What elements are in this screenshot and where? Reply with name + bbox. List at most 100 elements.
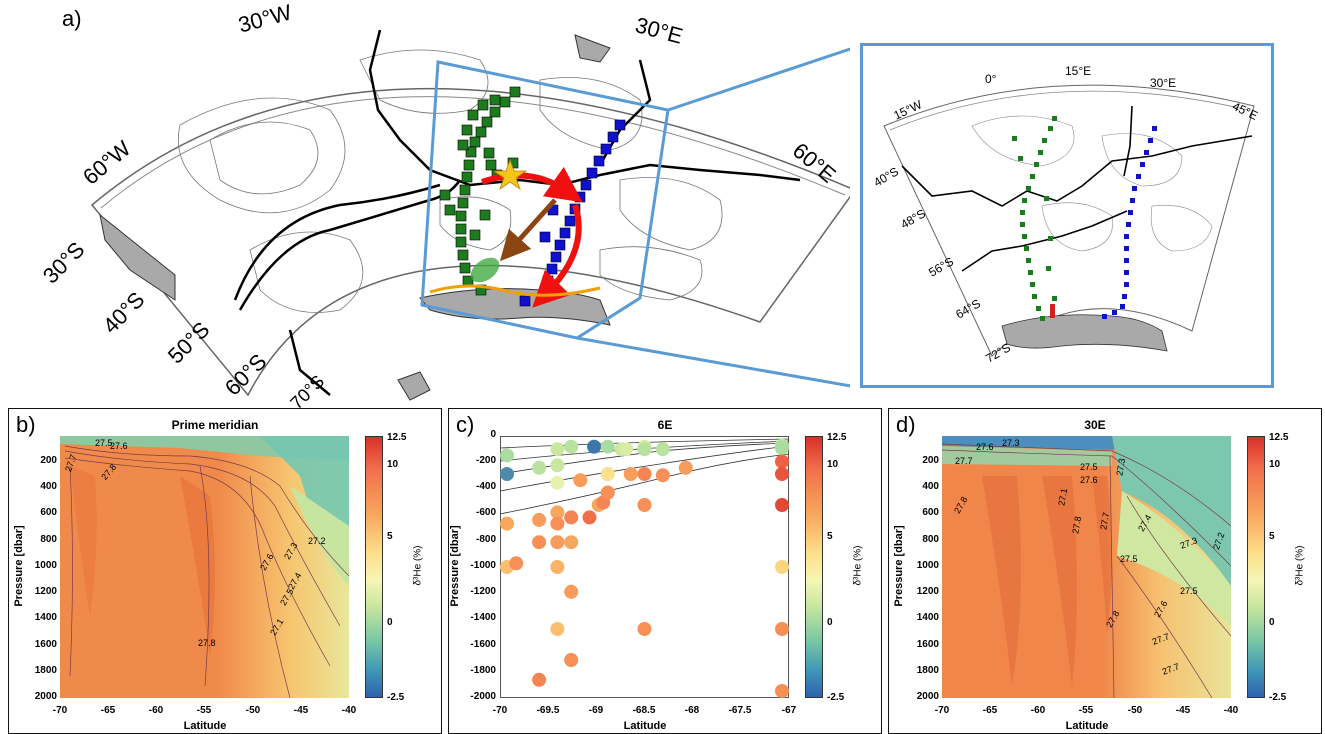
panel-c-ytick: -600 [475,507,496,518]
scatter-point [532,512,547,527]
panel-b-ytick: 1800 [34,665,57,676]
panel-c-ytick: -400 [475,481,496,492]
scatter-point [600,439,615,454]
panel-d-cbar-tick: -2.5 [1269,692,1287,703]
scatter-point [600,485,615,500]
panel-d-ytick: 1600 [916,639,939,650]
scatter-point [600,467,615,481]
panel-b-ytick: 800 [40,534,57,545]
panel-c-ytick: -200 [475,455,496,466]
scatter-point [775,441,789,455]
scatter-point [637,622,652,636]
panel-b-xtick: -55 [196,705,212,716]
inset-map [883,84,1255,357]
panel-b-xlabel: Latitude [183,720,227,732]
scatter-point [775,498,789,512]
panel-b-ylabel: Pressure [dbar] [13,525,25,607]
inset-label-15e: 15°E [1065,64,1092,78]
scatter-point [637,442,652,457]
panel-b-xtick: -65 [100,705,116,716]
panel-d-xtick: -70 [934,705,950,716]
panel-c-colorbar [805,436,823,698]
panel-c-xtick: -69.5 [536,705,560,716]
panel-c-ytick: -1800 [470,665,496,676]
panel-c-cbar-tick: 12.5 [827,432,847,443]
inset-label-30e: 30°E [1150,76,1177,90]
panel-d-ytick: 200 [922,455,939,466]
scatter-point [550,560,565,574]
contour-label: 27.5 [1180,586,1198,596]
scatter-point [655,442,670,457]
panel-c-xlabel: Latitude [623,720,667,732]
panel-c-ytick: -1200 [470,586,496,597]
panel-d-cbar-label: δ³He (%) [1294,545,1306,586]
panel-b-ytick: 1200 [34,586,57,597]
contour-label: 27.6 [976,442,994,452]
panel-c-ytick: 0 [490,429,496,440]
panel-b-ytick: 1600 [34,639,57,650]
contour-label: 27.3 [1002,438,1020,448]
scatter-point [775,684,789,698]
panel-c-ytick: -1400 [470,612,496,623]
panel-b-cbar-tick: 12.5 [387,432,407,443]
panel-b-cbar-tick: 5 [387,531,393,542]
scatter-point [587,439,602,454]
inset-green-stations [1012,116,1057,321]
panel-b-ytick: 1000 [34,560,57,571]
panel-d-xtick: -45 [1175,705,1191,716]
panel-c-scatter-plot [500,436,789,698]
panel-d-ytick: 1200 [916,586,939,597]
panel-b-title: Prime meridian [171,418,259,432]
scatter-point [550,475,565,490]
panel-b-heatmap [60,436,349,698]
panel-c-xtick: -68.5 [632,705,656,716]
panel-b-xtick: -70 [52,705,68,716]
panel-c-cbar-tick: -2.5 [827,692,845,703]
panel-d-heatmap [942,436,1231,698]
panel-b-colorbar [365,436,383,698]
contour-label: 27.6 [1080,475,1098,485]
panel-c-cbar-tick: 10 [827,459,839,470]
panel-d-cbar-tick: 0 [1269,617,1275,628]
panel-c-xtick: -67 [781,705,797,716]
panel-c-cbar-tick: 5 [827,531,833,542]
panel-b-xtick: -45 [293,705,309,716]
panel-a-label: a) [62,6,82,31]
scatter-point [550,505,565,520]
scatter-point [532,672,547,687]
panel-b-cbar-label: δ³He (%) [412,545,424,586]
panel-b-xtick: -50 [245,705,261,716]
panel-d-ytick: 400 [922,481,939,492]
inset-label-0: 0° [985,72,997,86]
panel-d-xtick: -65 [982,705,998,716]
panel-c-xtick: -70 [492,705,508,716]
star-marker [492,158,528,191]
panel-d-ytick: 1800 [916,665,939,676]
scatter-point [550,458,565,473]
panel-d-ytick: 800 [922,534,939,545]
panel-d-ylabel: Pressure [dbar] [893,525,905,607]
scatter-point [619,442,634,457]
panel-c-title: 6E [657,418,673,432]
panel-b-cbar-tick: 10 [387,459,399,470]
scatter-point [573,473,588,488]
panel-d-xtick: -50 [1127,705,1143,716]
scatter-point [678,460,693,475]
contour-label: 27.5 [95,438,113,448]
panel-c-ytick: -800 [475,534,496,545]
scatter-point [564,653,579,667]
panel-d-title: 30E [1084,418,1106,432]
panel-c-xtick: -69 [588,705,604,716]
panel-c-xtick: -68 [684,705,700,716]
panel-b-ytick: 400 [40,481,57,492]
scatter-point [550,535,565,550]
inset-blue-stations [1102,126,1157,319]
panel-d-ytick: 600 [922,507,939,518]
panel-d-ytick: 1000 [916,560,939,571]
panel-b-ytick: 1400 [34,612,57,623]
panel-d-cbar-tick: 12.5 [1269,432,1289,443]
panel-d-label: d) [896,412,916,437]
panel-d-xlabel: Latitude [1065,720,1109,732]
panel-b-ytick: 200 [40,455,57,466]
panel-c-ytick: -1600 [470,639,496,650]
